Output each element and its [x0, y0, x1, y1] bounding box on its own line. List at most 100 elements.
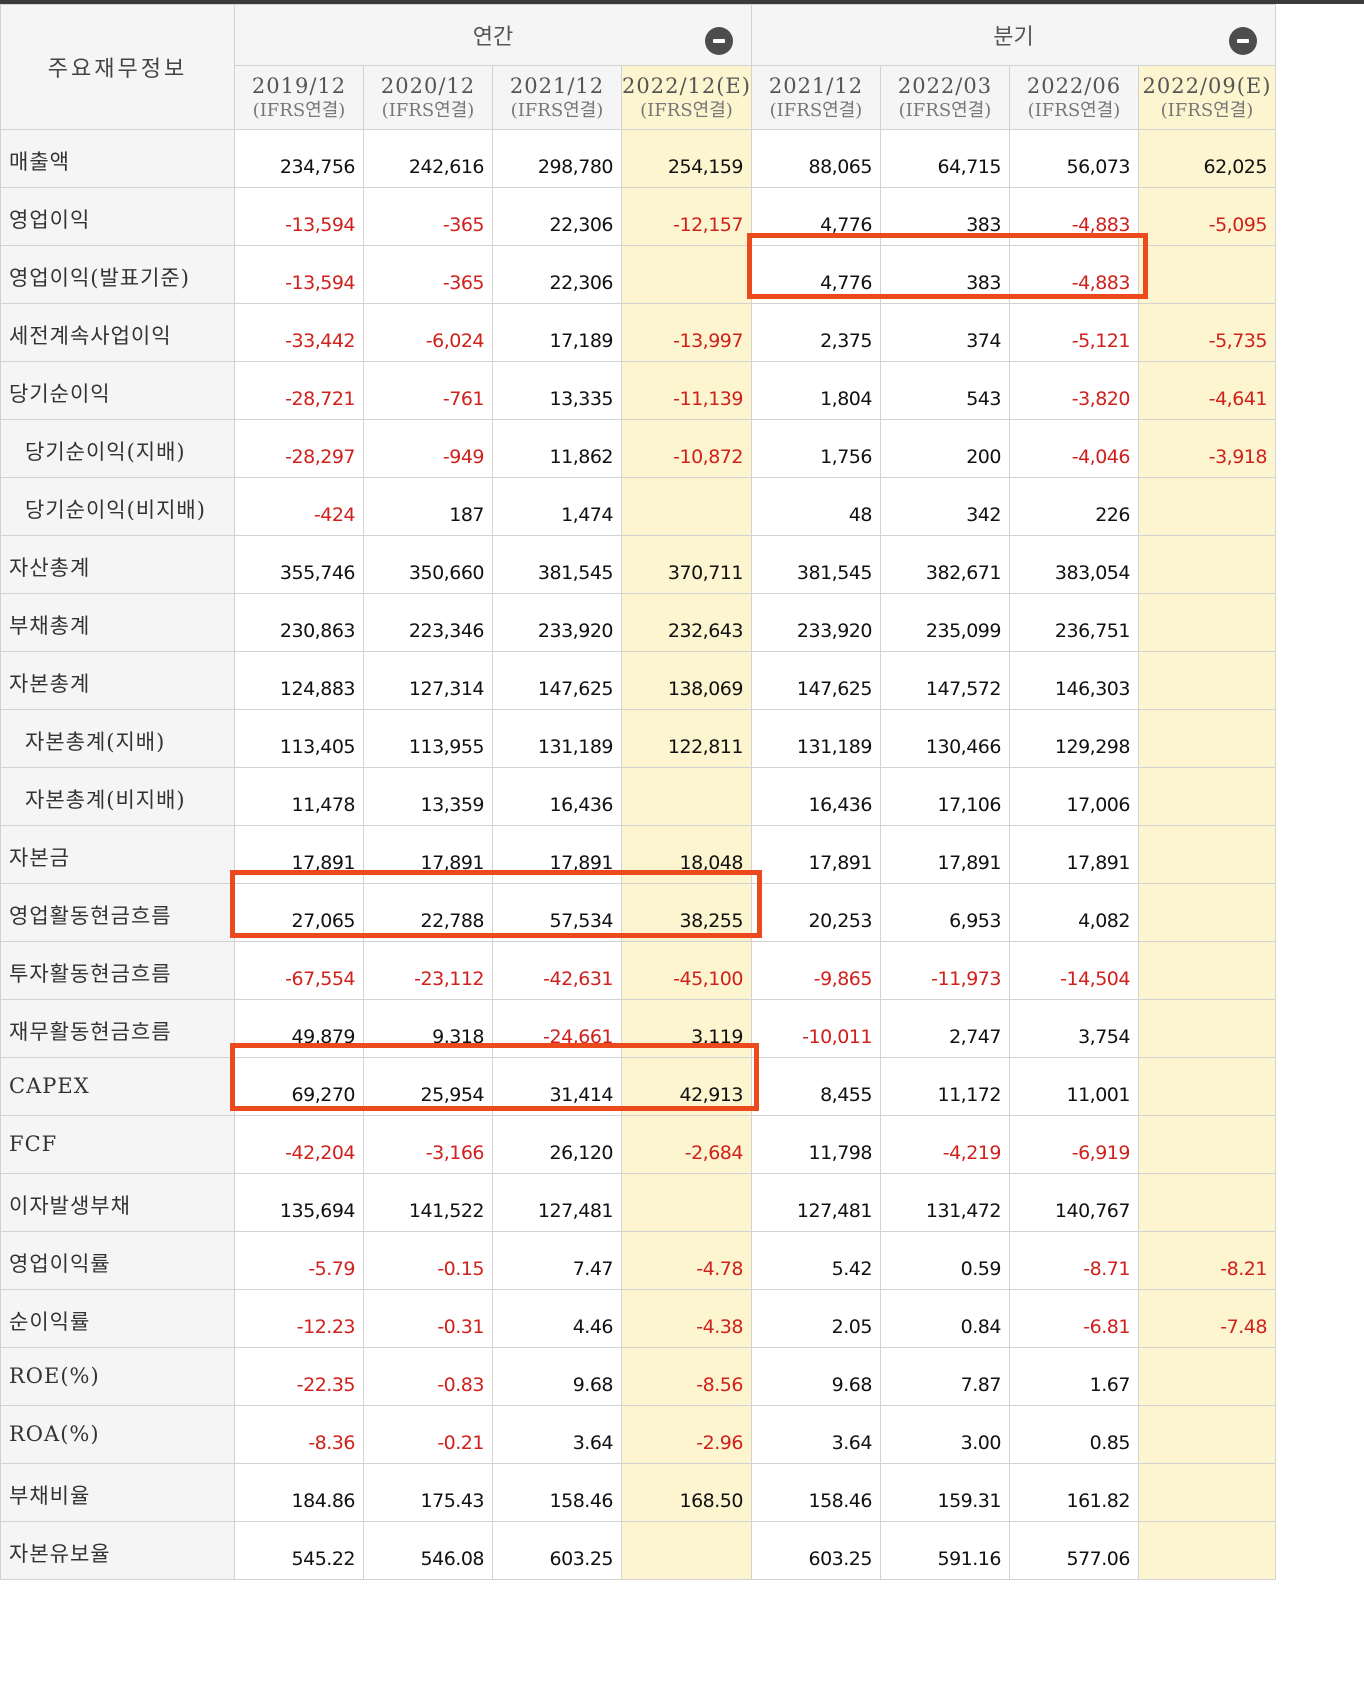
table-cell: 226: [1008, 477, 1139, 536]
table-cell: 2,375: [750, 303, 881, 362]
table-cell: 242,616: [363, 129, 493, 188]
row-label: 영업이익률: [0, 1231, 235, 1290]
table-cell: -424: [234, 477, 364, 536]
table-cell: [1137, 1405, 1276, 1464]
table-cell: -23,112: [363, 941, 493, 1000]
table-row: 부채비율 184.86 175.43 158.46 168.50 158.46 159.31…: [0, 1463, 1276, 1522]
table-cell: -8.71: [1008, 1231, 1139, 1290]
table-cell: 17,891: [234, 825, 364, 884]
row-label: 재무활동현금흐름: [0, 999, 235, 1058]
table-cell: -365: [363, 245, 493, 304]
table-cell: 147,625: [750, 651, 881, 710]
table-cell: 11,001: [1008, 1057, 1139, 1116]
table-row: 영업활동현금흐름 27,065 22,788 57,534 38,255 20,253 6,…: [0, 883, 1276, 942]
row-label: 영업활동현금흐름: [0, 883, 235, 942]
table-cell: 17,189: [492, 303, 622, 362]
table-cell: 122,811: [621, 709, 752, 768]
table-cell: -8.56: [621, 1347, 752, 1406]
table-cell: 545.22: [234, 1521, 364, 1580]
table-cell: 124,883: [234, 651, 364, 710]
table-cell: 168.50: [621, 1463, 752, 1522]
table-cell: 135,694: [234, 1173, 364, 1232]
column-header: 2022/03 (IFRS연결): [879, 65, 1010, 130]
table-cell: -6,024: [363, 303, 493, 362]
table-row: 당기순이익 -28,721 -761 13,335 -11,139 1,804 543 -3,…: [0, 361, 1276, 420]
table-cell: -24,661: [492, 999, 622, 1058]
table-row: 자본총계(지배) 113,405 113,955 131,189 122,811 131,…: [0, 709, 1276, 768]
table-cell: 31,414: [492, 1057, 622, 1116]
table-cell: 131,189: [750, 709, 881, 768]
table-cell: 381,545: [492, 535, 622, 594]
table-cell: 57,534: [492, 883, 622, 942]
table-cell: -6,919: [1008, 1115, 1139, 1174]
table-cell: -22.35: [234, 1347, 364, 1406]
table-cell: 8,455: [750, 1057, 881, 1116]
table-cell: 158.46: [750, 1463, 881, 1522]
quarter-group-header: 분기: [750, 4, 1276, 66]
row-label: 자본금: [0, 825, 235, 884]
table-row: FCF -42,204 -3,166 26,120 -2,684 11,798 -4,219…: [0, 1115, 1276, 1174]
table-cell: -11,973: [879, 941, 1010, 1000]
column-period: 2022/06: [1026, 73, 1122, 98]
table-row: 영업이익(발표기준) -13,594 -365 22,306 4,776 383 -4,88…: [0, 245, 1276, 304]
table-cell: 9.68: [492, 1347, 622, 1406]
table-cell: -0.21: [363, 1405, 493, 1464]
table-cell: [621, 1521, 752, 1580]
financial-summary-table: 주요재무정보 연간 분기 2019/12 (IFRS연결) 2020/12 (IFRS…: [0, 4, 1276, 1580]
column-period: 2020/12: [380, 73, 476, 98]
table-cell: 13,335: [492, 361, 622, 420]
row-label: 자본총계(비지배): [0, 767, 235, 826]
table-cell: 11,798: [750, 1115, 881, 1174]
table-cell: -42,631: [492, 941, 622, 1000]
table-cell: [1137, 1115, 1276, 1174]
table-cell: [1137, 883, 1276, 942]
row-label: ROA(%): [0, 1405, 235, 1464]
table-cell: [1137, 825, 1276, 884]
row-label: 부채비율: [0, 1463, 235, 1522]
row-label: 투자활동현금흐름: [0, 941, 235, 1000]
collapse-quarter-icon[interactable]: [1228, 27, 1257, 55]
table-row: 부채총계 230,863 223,346 233,920 232,643 233,920 2…: [0, 593, 1276, 652]
table-row: 이자발생부채 135,694 141,522 127,481 127,481 131,47…: [0, 1173, 1276, 1232]
table-row: 영업이익률 -5.79 -0.15 7.47 -4.78 5.42 0.59 -8.71 -8.…: [0, 1231, 1276, 1290]
table-cell: -11,139: [621, 361, 752, 420]
table-cell: 49,879: [234, 999, 364, 1058]
row-label: 당기순이익(비지배): [0, 477, 235, 536]
table-cell: 130,466: [879, 709, 1010, 768]
table-cell: 22,788: [363, 883, 493, 942]
column-basis: (IFRS연결): [898, 99, 992, 121]
row-label: 자본유보율: [0, 1521, 235, 1580]
column-basis: (IFRS연결): [252, 99, 346, 121]
table-cell: 3.64: [750, 1405, 881, 1464]
table-row: CAPEX 69,270 25,954 31,414 42,913 8,455 11,172…: [0, 1057, 1276, 1116]
table-cell: 383: [879, 245, 1010, 304]
table-cell: 13,359: [363, 767, 493, 826]
table-cell: [1137, 1173, 1276, 1232]
column-basis: (IFRS연결): [1027, 99, 1121, 121]
table-cell: [1137, 767, 1276, 826]
table-row: 재무활동현금흐름 49,879 9,318 -24,661 3,119 -10,011 2,…: [0, 999, 1276, 1058]
column-period: 2021/12: [768, 73, 864, 98]
table-cell: [1137, 535, 1276, 594]
collapse-annual-icon[interactable]: [704, 27, 733, 55]
table-cell: 141,522: [363, 1173, 493, 1232]
column-header: 2021/12 (IFRS연결): [492, 65, 622, 130]
table-cell: 355,746: [234, 535, 364, 594]
row-label: 세전계속사업이익: [0, 303, 235, 362]
table-cell: 3,119: [621, 999, 752, 1058]
row-label: FCF: [0, 1115, 235, 1174]
table-cell: -8.36: [234, 1405, 364, 1464]
table-row: 자산총계 355,746 350,660 381,545 370,711 381,545 3…: [0, 535, 1276, 594]
table-cell: 127,314: [363, 651, 493, 710]
table-cell: -8.21: [1137, 1231, 1276, 1290]
table-cell: 0.85: [1008, 1405, 1139, 1464]
table-cell: -5,095: [1137, 187, 1276, 246]
table-cell: -5.79: [234, 1231, 364, 1290]
table-cell: 184.86: [234, 1463, 364, 1522]
table-cell: 48: [750, 477, 881, 536]
table-cell: [621, 767, 752, 826]
table-cell: -28,721: [234, 361, 364, 420]
table-cell: [621, 477, 752, 536]
table-cell: 62,025: [1137, 129, 1276, 188]
table-cell: -10,011: [750, 999, 881, 1058]
